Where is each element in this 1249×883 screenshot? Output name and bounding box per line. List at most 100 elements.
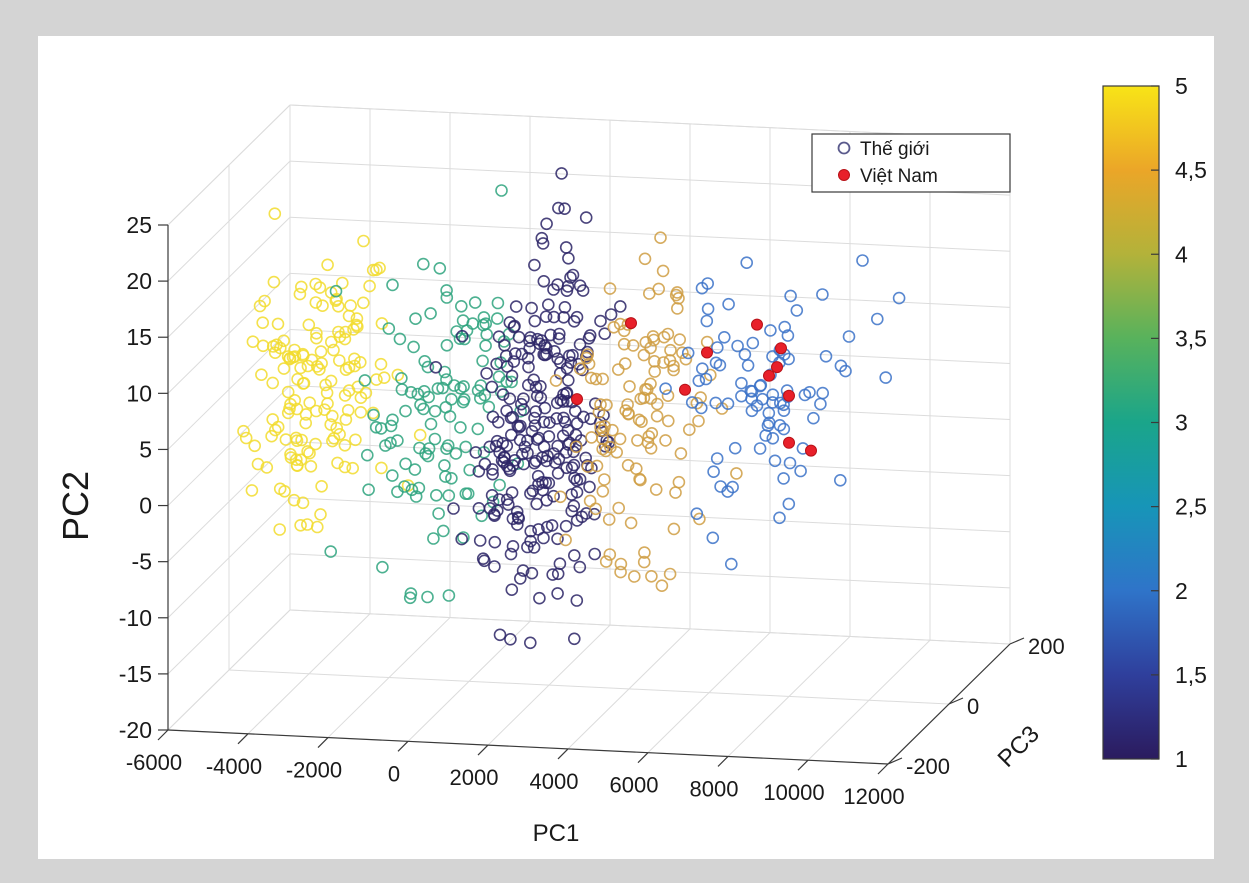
scatter-point (424, 417, 438, 431)
scatter-point (730, 467, 743, 480)
scatter-point (303, 446, 316, 460)
scatter-point (313, 363, 326, 376)
scatter-point (538, 339, 551, 352)
pc3-tick-mark (887, 757, 903, 765)
scatter-point (777, 422, 791, 436)
colorbar-tick-label: 3,5 (1175, 325, 1207, 351)
scatter-point (524, 524, 538, 538)
box-edge (167, 104, 291, 226)
scatter-point (524, 487, 537, 500)
scatter-point (309, 296, 323, 309)
scatter-point (706, 531, 720, 545)
scatter-point (251, 457, 265, 471)
scatter-point (570, 310, 584, 324)
scatter-point (679, 352, 693, 366)
scatter-point (455, 532, 469, 546)
pc3-tick-mark (948, 697, 964, 705)
scatter-point (281, 350, 295, 363)
scatter-point (404, 385, 418, 399)
scatter-point (537, 275, 551, 288)
scatter-point (567, 458, 581, 472)
scatter-point (745, 404, 759, 418)
scatter-point (350, 312, 364, 325)
scatter-point (707, 465, 720, 479)
scatter-point (543, 416, 556, 429)
scatter-point (573, 338, 587, 351)
scatter-point (283, 402, 296, 416)
scatter-point (557, 411, 570, 425)
scatter-point (814, 397, 827, 411)
scatter-point (255, 368, 268, 382)
scatter-point (486, 467, 499, 481)
scatter-point (637, 555, 651, 569)
scatter-point (436, 524, 450, 538)
vietnam-point (763, 369, 775, 382)
scatter-point (762, 406, 776, 420)
scatter-point (277, 334, 290, 348)
pc1-tick-label: 6000 (610, 773, 659, 798)
colorbar-tick-label: 2,5 (1175, 494, 1207, 520)
scatter-point (436, 381, 449, 395)
scatter-point (459, 487, 473, 501)
vietnam-point (805, 444, 817, 457)
scatter-point (570, 594, 584, 607)
scatter-point (533, 591, 546, 605)
scatter-point (296, 496, 310, 510)
scatter-point (395, 371, 408, 385)
scatter-point (552, 327, 566, 341)
scatter-point (273, 523, 286, 536)
pc1-tick-label: -6000 (126, 750, 182, 775)
scatter-point (753, 442, 767, 455)
scatter-point (304, 459, 318, 473)
scatter-point (695, 362, 709, 376)
scatter-point (237, 424, 250, 438)
scatter-point (538, 401, 552, 415)
scatter-point (419, 447, 432, 460)
scatter-point (310, 520, 324, 534)
scatter-point (682, 423, 696, 437)
scatter-point (321, 258, 334, 272)
scatter-point (479, 339, 492, 353)
scatter-point (353, 355, 367, 369)
scatter-point (583, 480, 596, 494)
scatter-point (816, 288, 829, 301)
scatter-point (299, 408, 313, 421)
scatter-point (424, 307, 437, 320)
scatter-point (489, 439, 503, 453)
scatter-point (694, 401, 708, 415)
scatter-point (766, 388, 780, 402)
scatter-point (592, 405, 606, 419)
scatter-point (623, 380, 636, 393)
colorbar-tick-label: 1 (1175, 746, 1188, 772)
scatter-point (360, 448, 374, 462)
scatter-point (441, 439, 455, 452)
scatter-point (701, 302, 715, 316)
pc1-tick-label: 2000 (450, 765, 499, 790)
scatter-point (641, 436, 655, 450)
legend-marker-open (837, 141, 851, 155)
scatter-point (469, 446, 483, 459)
scatter-point (655, 579, 669, 593)
scatter-point (344, 299, 357, 312)
scatter-point (335, 276, 349, 290)
scatter-point (535, 231, 549, 245)
scatter-point (661, 327, 675, 341)
scatter-point (471, 384, 485, 397)
scatter-point (602, 513, 616, 526)
scatter-point (421, 449, 435, 463)
scatter-point (565, 504, 579, 518)
scatter-point (508, 347, 522, 360)
scatter-point (781, 329, 795, 342)
scatter-point (320, 386, 334, 400)
scatter-point (642, 287, 656, 300)
scatter-point (456, 314, 470, 327)
scatter-point (393, 332, 407, 346)
colorbar-bar (1102, 85, 1160, 760)
scatter-point (513, 572, 527, 585)
scatter-point (511, 419, 525, 433)
scatter-point (332, 354, 346, 367)
scatter-point (375, 461, 388, 475)
scatter-point (639, 335, 653, 349)
scatter-point (629, 462, 643, 476)
scatter-point (294, 280, 308, 294)
